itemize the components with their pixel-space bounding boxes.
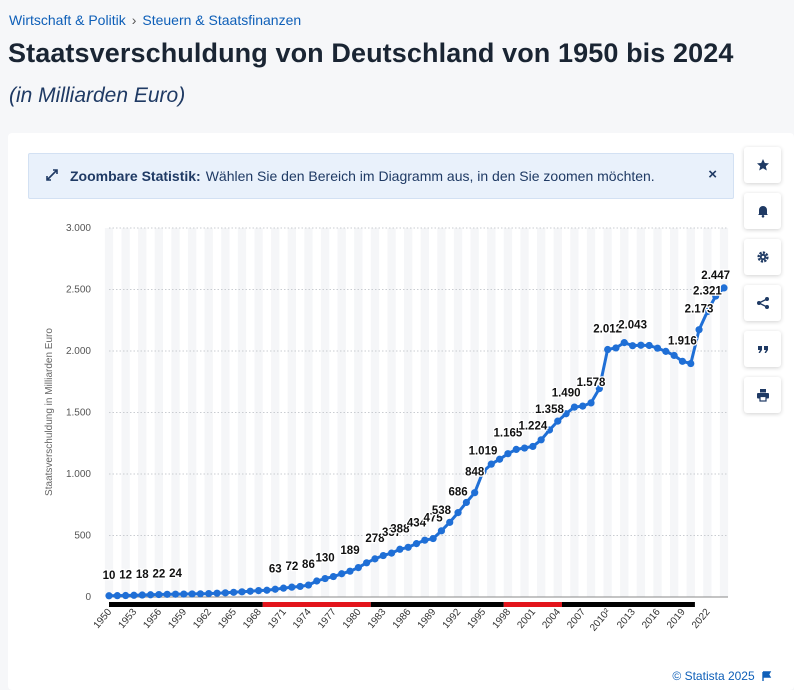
print-button[interactable] — [744, 377, 781, 413]
quote-icon — [757, 346, 768, 353]
banner-bold-label: Zoombare Statistik: — [70, 168, 201, 184]
close-icon[interactable]: × — [708, 166, 717, 183]
notification-button[interactable] — [744, 193, 781, 229]
share-button[interactable] — [744, 285, 781, 321]
page-title: Staatsverschuldung von Deutschland von 1… — [8, 38, 734, 68]
zoom-banner: Zoombare Statistik: Wählen Sie den Berei… — [28, 153, 734, 199]
cite-button[interactable] — [744, 331, 781, 367]
breadcrumb-item-steuern[interactable]: Steuern & Staatsfinanzen — [142, 12, 302, 28]
copyright-text[interactable]: © Statista 2025 — [672, 669, 755, 683]
page-subtitle: (in Milliarden Euro) — [9, 84, 186, 107]
settings-button[interactable] — [744, 239, 781, 275]
gear-icon — [756, 251, 769, 263]
breadcrumb-separator: › — [131, 12, 137, 28]
expand-icon — [46, 168, 60, 184]
star-icon — [756, 159, 769, 171]
breadcrumb-item-wirtschaft[interactable]: Wirtschaft & Politik — [9, 12, 126, 28]
footer: © Statista 2025 — [672, 669, 772, 683]
breadcrumb: Wirtschaft & Politik › Steuern & Staatsfin… — [9, 12, 301, 28]
share-icon — [756, 297, 769, 309]
chart-card — [8, 133, 794, 690]
flag-icon[interactable] — [762, 671, 772, 681]
printer-icon — [756, 389, 769, 402]
banner-text: Wählen Sie den Bereich im Diagramm aus, … — [205, 168, 655, 184]
bell-icon — [757, 206, 768, 218]
favorite-button[interactable] — [744, 147, 781, 183]
